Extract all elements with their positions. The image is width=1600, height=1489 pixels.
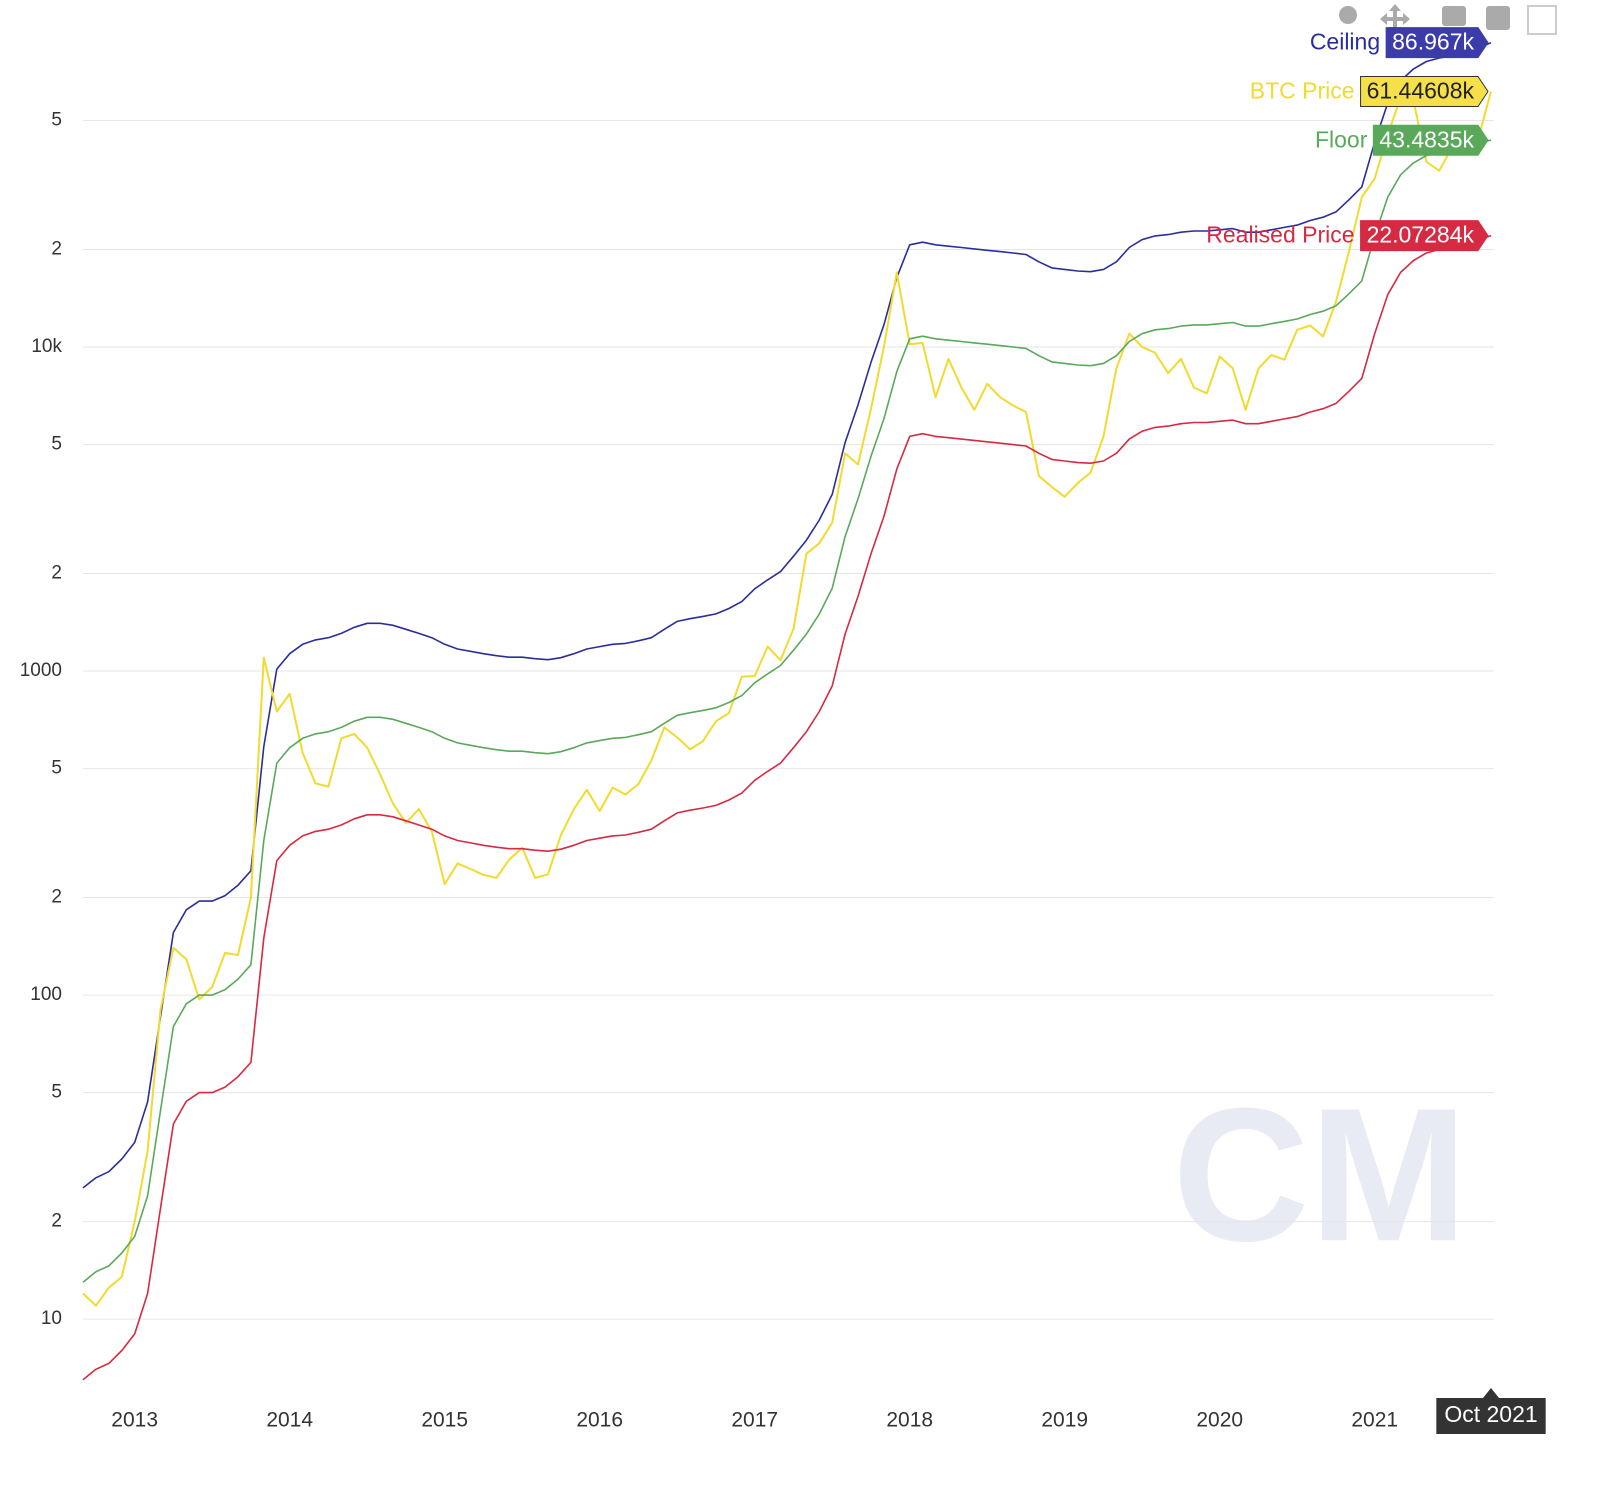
end-label-box bbox=[1372, 124, 1489, 156]
pan-icon[interactable] bbox=[1380, 4, 1410, 34]
series-end-label: 61.44608k BTC Price bbox=[1250, 76, 1489, 108]
end-label-box bbox=[1360, 220, 1489, 252]
y-tick-label: 10k bbox=[31, 336, 62, 357]
end-value-label: 43.4835k bbox=[1379, 126, 1474, 152]
end-value-label: 61.44608k bbox=[1367, 78, 1475, 104]
y-tick-label: 5 bbox=[51, 758, 62, 779]
x-tick-label: 2021 bbox=[1351, 1409, 1398, 1432]
x-tick-label: 2016 bbox=[576, 1409, 623, 1432]
watermark: CM bbox=[1172, 1069, 1467, 1281]
x-tick-label: 2013 bbox=[111, 1409, 158, 1432]
crosshair-label: Oct 2021 bbox=[1444, 1401, 1537, 1427]
zoom-out-icon[interactable] bbox=[1486, 6, 1510, 30]
toolbar[interactable] bbox=[1339, 4, 1557, 35]
crosshair-box bbox=[1436, 1388, 1546, 1434]
crosshair: Oct 2021 bbox=[1436, 1388, 1546, 1434]
series-line bbox=[82, 234, 1492, 1381]
x-tick-label: 2015 bbox=[421, 1409, 468, 1432]
x-tick-label: 2018 bbox=[886, 1409, 933, 1432]
y-tick-label: 100 bbox=[30, 984, 62, 1005]
y-tick-label: 2 bbox=[51, 887, 62, 908]
reset-icon[interactable] bbox=[1527, 5, 1557, 35]
x-tick-label: 2019 bbox=[1041, 1409, 1088, 1432]
zoom-icon[interactable] bbox=[1339, 6, 1357, 24]
end-label-box bbox=[1360, 76, 1489, 108]
series-end-label: 22.07284k Realised Price bbox=[1206, 220, 1489, 252]
x-tick-label: 2014 bbox=[266, 1409, 313, 1432]
end-value-label: 86.967k bbox=[1392, 29, 1474, 55]
x-tick-label: 2017 bbox=[731, 1409, 778, 1432]
y-tick-label: 1000 bbox=[20, 660, 62, 681]
x-tick-label: 2020 bbox=[1196, 1409, 1243, 1432]
y-tick-label: 2 bbox=[51, 1211, 62, 1232]
series-line bbox=[82, 91, 1492, 1307]
legend-label: Realised Price bbox=[1206, 222, 1354, 248]
series-end-label: 43.4835k Floor bbox=[1315, 124, 1489, 156]
y-tick-label: 2 bbox=[51, 563, 62, 584]
y-tick-label: 5 bbox=[51, 434, 62, 455]
y-tick-label: 10 bbox=[41, 1308, 62, 1329]
series-line bbox=[82, 41, 1492, 1189]
end-value-label: 22.07284k bbox=[1367, 222, 1475, 248]
grid: 5 2 10k 5 2 1000 5 2 100 5 2 10 bbox=[20, 110, 1494, 1329]
y-tick-label: 5 bbox=[51, 1082, 62, 1103]
y-tick-label: 5 bbox=[51, 110, 62, 131]
series-end-label: 86.967k Ceiling bbox=[1310, 27, 1489, 59]
legend-label: BTC Price bbox=[1250, 78, 1355, 104]
legend-label: Floor bbox=[1315, 126, 1368, 152]
end-label-box bbox=[1385, 27, 1489, 59]
series-line bbox=[82, 139, 1492, 1283]
zoom-in-icon[interactable] bbox=[1442, 6, 1466, 26]
y-tick-label: 2 bbox=[51, 239, 62, 260]
legend-label: Ceiling bbox=[1310, 29, 1380, 55]
